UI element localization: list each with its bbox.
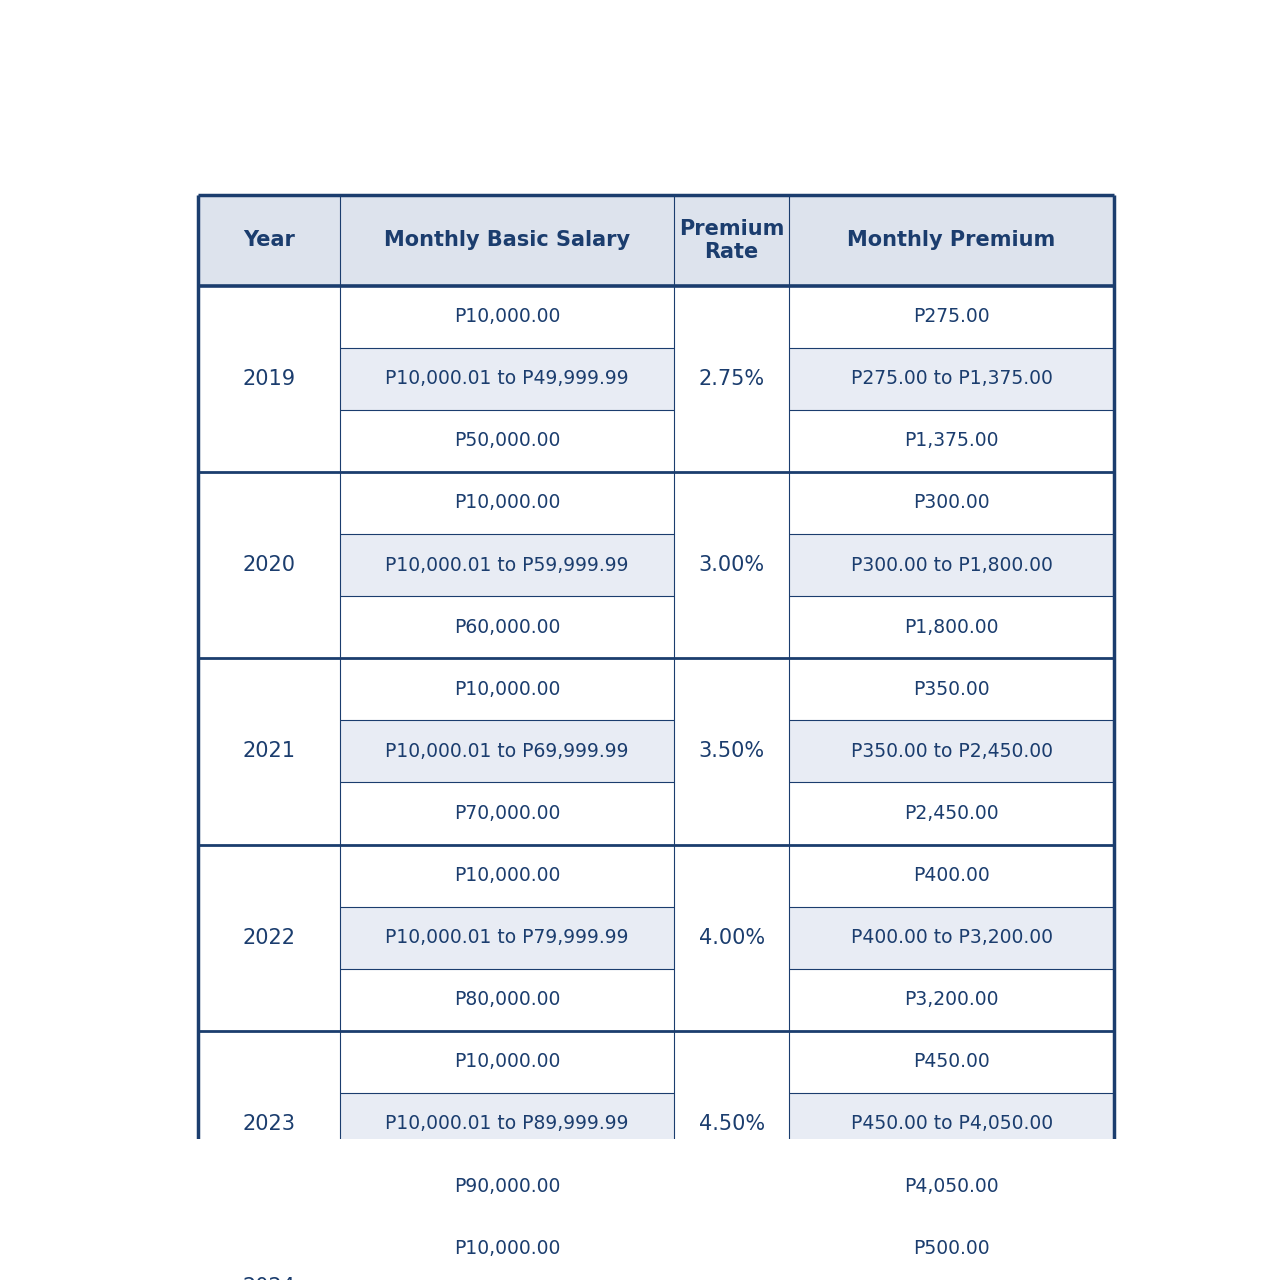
- Bar: [339, 472, 675, 534]
- Text: P70,000.00: P70,000.00: [454, 804, 561, 823]
- Bar: [788, 285, 1115, 348]
- Text: Premium
Rate: Premium Rate: [678, 219, 785, 262]
- Text: P350.00: P350.00: [914, 680, 989, 699]
- Text: P10,000.00: P10,000.00: [454, 1239, 561, 1258]
- Bar: [675, 845, 788, 1030]
- Bar: [339, 782, 675, 845]
- Bar: [788, 472, 1115, 534]
- Text: P10,000.00: P10,000.00: [454, 680, 561, 699]
- Bar: [675, 285, 788, 472]
- Text: 3.00%: 3.00%: [699, 556, 764, 575]
- Text: P300.00 to P1,800.00: P300.00 to P1,800.00: [851, 556, 1052, 575]
- Bar: [788, 845, 1115, 906]
- Text: 2021: 2021: [242, 741, 296, 762]
- Bar: [788, 534, 1115, 596]
- Text: 4.50%: 4.50%: [699, 1114, 764, 1134]
- Text: P275.00: P275.00: [914, 307, 989, 326]
- Text: P10,000.01 to P69,999.99: P10,000.01 to P69,999.99: [385, 742, 628, 760]
- Text: P3,200.00: P3,200.00: [905, 991, 998, 1009]
- Bar: [339, 845, 675, 906]
- Text: 2022: 2022: [242, 928, 296, 947]
- Bar: [788, 195, 1115, 285]
- Bar: [788, 1030, 1115, 1093]
- Text: P400.00 to P3,200.00: P400.00 to P3,200.00: [851, 928, 1052, 947]
- Text: 2020: 2020: [242, 556, 296, 575]
- Text: P10,000.00: P10,000.00: [454, 307, 561, 326]
- Bar: [339, 1155, 675, 1217]
- Text: P10,000.01 to P89,999.99: P10,000.01 to P89,999.99: [385, 1115, 628, 1133]
- Bar: [675, 472, 788, 658]
- Bar: [788, 348, 1115, 410]
- Bar: [339, 410, 675, 472]
- Text: P500.00: P500.00: [914, 1239, 989, 1258]
- Bar: [675, 195, 788, 285]
- Bar: [339, 195, 675, 285]
- Text: P300.00: P300.00: [914, 494, 989, 512]
- Bar: [197, 845, 339, 1030]
- Bar: [788, 596, 1115, 658]
- Bar: [788, 721, 1115, 782]
- Text: P90,000.00: P90,000.00: [454, 1176, 561, 1196]
- Bar: [339, 1030, 675, 1093]
- Text: P50,000.00: P50,000.00: [454, 431, 561, 451]
- Bar: [339, 658, 675, 721]
- Bar: [339, 906, 675, 969]
- Bar: [788, 906, 1115, 969]
- Bar: [788, 969, 1115, 1030]
- Text: P350.00 to P2,450.00: P350.00 to P2,450.00: [851, 742, 1052, 760]
- Bar: [788, 782, 1115, 845]
- Text: P450.00 to P4,050.00: P450.00 to P4,050.00: [850, 1115, 1052, 1133]
- Bar: [197, 1217, 339, 1280]
- Text: P10,000.01 to P49,999.99: P10,000.01 to P49,999.99: [385, 370, 628, 388]
- Bar: [788, 658, 1115, 721]
- Text: P10,000.00: P10,000.00: [454, 1052, 561, 1071]
- Bar: [788, 1217, 1115, 1279]
- Bar: [339, 1217, 675, 1279]
- Text: P10,000.00: P10,000.00: [454, 867, 561, 884]
- Text: P1,800.00: P1,800.00: [905, 618, 998, 636]
- Text: P10,000.00: P10,000.00: [454, 494, 561, 512]
- Bar: [788, 1093, 1115, 1155]
- Text: 3.50%: 3.50%: [699, 741, 764, 762]
- Text: 2019: 2019: [242, 369, 296, 389]
- Text: P10,000.01 to P79,999.99: P10,000.01 to P79,999.99: [385, 928, 628, 947]
- Bar: [197, 195, 339, 285]
- Text: P2,450.00: P2,450.00: [904, 804, 998, 823]
- Bar: [339, 596, 675, 658]
- Text: P60,000.00: P60,000.00: [454, 618, 561, 636]
- Text: 2024
to
2025: 2024 to 2025: [242, 1277, 296, 1280]
- Bar: [339, 534, 675, 596]
- Bar: [339, 348, 675, 410]
- Text: 2023: 2023: [242, 1114, 296, 1134]
- Text: P450.00: P450.00: [913, 1052, 989, 1071]
- Bar: [675, 1030, 788, 1217]
- Bar: [339, 721, 675, 782]
- Bar: [197, 1030, 339, 1217]
- Text: P400.00: P400.00: [913, 867, 989, 884]
- Text: P275.00 to P1,375.00: P275.00 to P1,375.00: [851, 370, 1052, 388]
- Bar: [339, 285, 675, 348]
- Text: 2.75%: 2.75%: [699, 369, 764, 389]
- Text: P1,375.00: P1,375.00: [905, 431, 998, 451]
- Text: Monthly Premium: Monthly Premium: [847, 230, 1056, 251]
- Text: P80,000.00: P80,000.00: [454, 991, 561, 1009]
- Text: P10,000.01 to P59,999.99: P10,000.01 to P59,999.99: [385, 556, 628, 575]
- Bar: [197, 285, 339, 472]
- Bar: [197, 658, 339, 845]
- Bar: [197, 472, 339, 658]
- Bar: [675, 658, 788, 845]
- Bar: [675, 1217, 788, 1280]
- Bar: [339, 1093, 675, 1155]
- Bar: [788, 410, 1115, 472]
- Bar: [339, 969, 675, 1030]
- Text: Year: Year: [243, 230, 294, 251]
- Bar: [788, 1155, 1115, 1217]
- Text: P4,050.00: P4,050.00: [904, 1176, 998, 1196]
- Text: 4.00%: 4.00%: [699, 928, 764, 947]
- Text: Monthly Basic Salary: Monthly Basic Salary: [384, 230, 630, 251]
